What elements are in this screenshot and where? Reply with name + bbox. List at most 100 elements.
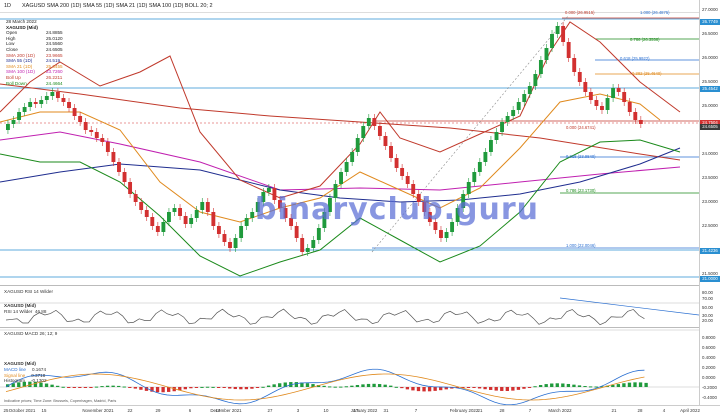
candle-body [244,218,249,226]
candle-body [605,98,610,110]
rsi-tick: 30.00 [702,313,713,318]
candle-body [633,112,638,120]
candle-body [455,208,460,222]
candle-body [427,212,432,222]
macd-value: 0.1674 [31,367,47,372]
candle-body [594,100,599,106]
macd-histogram-bar [55,385,60,387]
candle-body [50,92,55,96]
fib-level-label: 1.000 (22.0046) [566,243,596,248]
macd-value: -0.1302 [30,378,47,384]
ohlc-legend: 28 March 2022 XAGUSD (Mid) Open 24.8855 Hi… [6,19,76,86]
macd-histogram-bar [322,385,326,387]
candle-body [172,208,177,212]
legend-label: SMA 100 (1D) [6,69,35,75]
time-tick: April 2022 [680,408,700,413]
candle-body [550,34,554,48]
macd-histogram-bar [261,386,265,388]
chart-toolbar: 1D XAGUSD SMA 200 (1D) SMA 55 (1D) SMA 2… [0,0,720,13]
price-tick: 26.0000 [702,55,718,60]
candle-body [233,238,238,248]
macd-histogram-bar [405,387,410,390]
candle-body [461,194,466,208]
macd-histogram-bar [561,383,565,387]
candle-body [505,116,510,122]
interval-selector[interactable]: 1D [4,3,12,9]
price-badge: 21.0000 [700,276,720,282]
candle-body [350,152,355,162]
chart-canvas[interactable] [0,12,699,405]
indicator-title: XAGUSD SMA 200 (1D) SMA 55 (1D) SMA 21 (… [22,3,213,9]
pane-divider[interactable] [0,327,699,328]
macd-histogram-bar [394,386,398,388]
time-tick: 25 [3,408,9,413]
macd-histogram-bar [144,387,149,391]
candle-body [394,158,399,168]
price-axis[interactable]: 27.0000 26.5000 26.0000 25.5000 25.0000 24.00… [699,0,720,419]
price-tick: 23.0000 [702,199,718,204]
time-tick: November 2021 [82,408,114,413]
macd-histogram-bar [361,384,365,387]
time-tick: 28 [637,408,643,413]
candle-body [344,162,349,172]
bollinger-lower [0,139,681,277]
macd-histogram-bar [555,383,559,387]
candle-body [489,140,493,152]
candle-body [261,192,266,202]
candle-body [22,107,27,112]
legend-row: SMA 21 (1D) 25.3455 [6,64,76,70]
macd-histogram-bar [150,387,154,392]
macd-histogram-bar [39,382,43,387]
macd-histogram-bar [627,382,632,387]
legend-date: 28 March 2022 [6,19,37,24]
legend-value: 24.8855 [46,30,63,36]
macd-histogram-bar [167,387,171,392]
macd-title: XAGUSD MACD 26; 12; 9 [4,331,58,336]
candle-body [111,152,116,162]
macd-histogram-bar [61,386,65,388]
macd-histogram-bar [516,387,521,390]
macd-tick: 0.0000 [702,375,716,380]
candle-body [538,60,543,74]
candle-body [272,188,277,200]
macd-histogram-bar [527,387,532,388]
fib-level-label: 0.786 (23.1730) [566,188,596,193]
price-tick: 27.0000 [702,7,718,12]
legend-label: Boll Down [6,80,27,86]
candle-body [355,138,360,152]
candle-body [500,122,504,132]
macd-histogram-bar [278,383,282,387]
fib-level-label: 1.000 (26.4875) [640,10,670,15]
macd-histogram-bar [316,384,321,387]
macd-histogram-bar [117,385,121,387]
macd-histogram-bar [89,387,93,388]
candle-body [178,208,182,216]
fib-level-label: 0.000 (26.9515) [565,10,595,15]
candle-body [511,110,516,116]
price-tick: 25.5000 [702,79,718,84]
macd-histogram-bar [216,387,221,388]
legend-value: 25.0120 [46,35,63,41]
candle-body [239,226,244,238]
macd-label: MACD line [4,367,26,372]
candle-body [466,182,471,194]
price-badge: 25.4542 [700,86,720,92]
candle-body [372,118,377,126]
candle-body [11,120,16,124]
candle-body [139,202,144,210]
macd-histogram-bar [44,383,49,387]
macd-histogram-bar [572,384,576,387]
macd-histogram-bar [461,387,465,388]
time-axis[interactable]: Indicative prices; Time Zone: Brussels, … [0,399,720,420]
macd-histogram-bar [161,387,165,393]
macd-histogram-bar [638,382,643,387]
legend-row: SMA 100 (1D) 23.7260 [6,69,76,75]
candle-body [416,194,421,202]
candle-body [61,98,66,102]
time-tick: March 2022 [548,408,572,413]
candle-body [583,82,588,92]
candle-body [89,130,94,132]
bollinger-upper [0,21,681,199]
macd-histogram-bar [78,387,82,388]
pane-divider[interactable] [0,285,699,286]
